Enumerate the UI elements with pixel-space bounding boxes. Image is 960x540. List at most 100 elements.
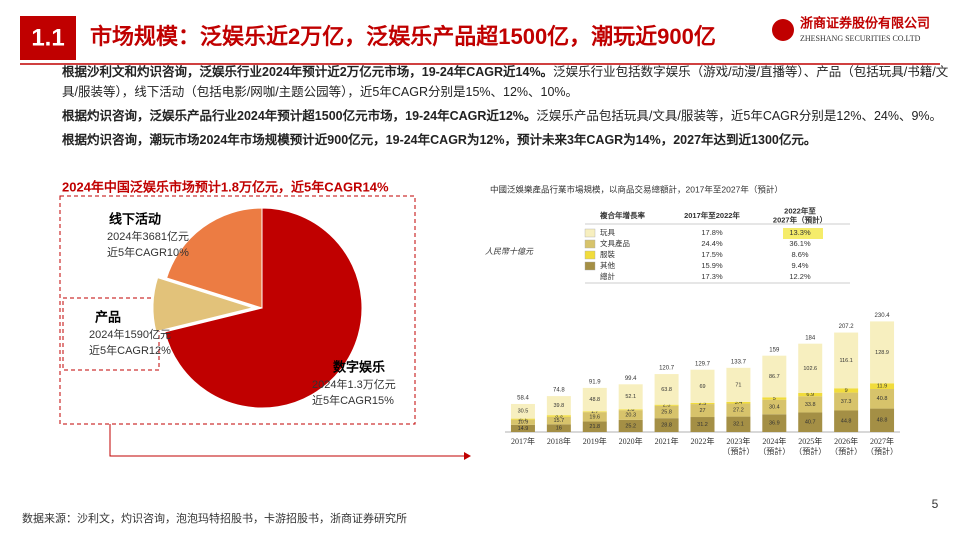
segment-label: 30.5 [518, 409, 529, 415]
segment-label: 25.2 [625, 423, 636, 429]
bar-segment [618, 384, 643, 410]
legend-label: 玩具 [600, 228, 615, 237]
bar-segment [798, 396, 823, 413]
segment-label: 69 [699, 384, 705, 390]
slice-name: 产品 [95, 309, 121, 324]
total-label: 133.7 [731, 359, 747, 365]
segment-label: 1.7 [591, 409, 599, 415]
segment-label: 25.8 [661, 409, 672, 415]
segment-label: 10.9 [518, 420, 529, 426]
segment-label: 27.2 [733, 408, 744, 414]
bar-segment [834, 388, 859, 393]
x-tick-label: 2023年（預計） [722, 436, 754, 456]
bar-segment [726, 401, 751, 404]
bar-segment [582, 411, 607, 413]
segment-label: 63.8 [661, 387, 672, 393]
table-cell: 17.3% [701, 272, 723, 281]
bar-segment [582, 387, 607, 412]
table-cell: 13.3% [789, 228, 811, 237]
bar-segment [582, 421, 607, 432]
bar-segment [762, 399, 787, 415]
legend-label: 服裝 [600, 249, 615, 259]
bar-segment [690, 369, 715, 403]
slice-value: 2024年3681亿元 [107, 229, 189, 243]
section-badge [20, 16, 76, 60]
segment-label: 102.6 [803, 366, 817, 372]
segment-label: 11.9 [877, 384, 887, 390]
legend-swatch [584, 228, 596, 238]
slide-title: 市场规模：泛娱乐近2万亿，泛娱乐产品超1500亿，潮玩近900亿 [90, 24, 716, 49]
bar-segment [798, 392, 823, 397]
total-label: 74.8 [553, 388, 565, 394]
bar-segment [690, 404, 715, 418]
bar-segment [726, 367, 751, 402]
x-tick-label: 2025年（預計） [794, 436, 826, 456]
segment-label: 40.7 [805, 420, 816, 426]
legend-swatch [584, 239, 596, 249]
logo-en: ZHESHANG SECURITIES CO.LTD [800, 34, 921, 43]
segment-label: 16 [556, 426, 562, 432]
slice-name: 数字娱乐 [333, 359, 385, 374]
segment-label: 28.8 [661, 423, 672, 429]
bar-segment [834, 392, 859, 411]
pie-slice [164, 207, 363, 409]
bar-segment [546, 424, 571, 432]
x-tick-label: 2018年 [547, 436, 571, 446]
table-header: 2027年（預計） [773, 214, 827, 224]
segment-label: 3.3 [555, 413, 563, 419]
x-tick-label: 2027年（預計） [866, 436, 898, 456]
pie-title: 2024年中国泛娱乐市场预计1.8万亿元，近5年CAGR14% [62, 179, 389, 194]
logo-cn: 浙商证券股份有限公司 [800, 15, 930, 30]
segment-label: 128.9 [875, 350, 889, 356]
bar-segment [870, 408, 895, 432]
slice-value: 2024年1590亿元 [89, 327, 171, 341]
bar-segment [654, 374, 679, 405]
bar-segment [654, 404, 679, 406]
slice-cagr: 近5年CAGR15% [312, 393, 394, 407]
bar-segment [546, 396, 571, 416]
total-label: 58.4 [517, 396, 529, 402]
segment-label: 19.6 [589, 414, 600, 420]
bar-segment [546, 415, 571, 417]
segment-label: 116.1 [839, 358, 852, 364]
bar-segment [618, 410, 643, 420]
slice-cagr: 近5年CAGR12% [89, 343, 171, 357]
legend-label: 文具產品 [600, 238, 630, 248]
total-label: 207.2 [839, 324, 855, 330]
bullet-bold: 根据灼识咨询，泛娱乐产品行业2024年预计超1500亿元市场，19-24年CAG… [62, 109, 537, 123]
table-header: 2022年至 [784, 205, 816, 215]
bar-segment [510, 403, 535, 419]
bullet: 根据灼识咨询，泛娱乐产品行业2024年预计超1500亿元市场，19-24年CAG… [62, 106, 957, 126]
segment-label: 6.9 [806, 392, 814, 398]
segment-label: 52.1 [625, 394, 636, 400]
x-tick-label: 2017年 [511, 436, 535, 446]
segment-label: 32.1 [733, 422, 744, 428]
table-header: 複合年增長率 [599, 210, 645, 220]
segment-label: 48.8 [589, 397, 600, 403]
section-number: 1.1 [31, 24, 64, 51]
bar-segment [798, 343, 823, 393]
segment-label: 3.4 [735, 400, 743, 406]
total-label: 184 [805, 335, 816, 341]
table-header: 2017年至2022年 [684, 210, 740, 220]
source: 数据来源：沙利文，灼识咨询，泡泡玛特招股书，卡游招股书，浙商证券研究所 [22, 511, 407, 525]
bullet-text: 泛娱乐行业包括数字娱乐（游戏/动漫/直播等）、产品（包括玩具/书籍/文具/服装等… [62, 65, 949, 99]
table-total-label: 總計 [600, 271, 615, 281]
bar-segment [546, 416, 571, 425]
bar-segment [726, 403, 751, 417]
pie-frame [59, 195, 416, 425]
bar-segment [510, 424, 535, 432]
x-tick-label: 2022年 [691, 436, 715, 446]
bar-segment [510, 418, 535, 420]
bar-segment [726, 416, 751, 432]
segment-label: 5 [773, 396, 776, 402]
segment-label: 86.7 [769, 374, 780, 380]
total-label: 159 [769, 347, 780, 353]
total-label: 129.7 [695, 361, 711, 367]
x-tick-label: 2019年 [583, 436, 607, 446]
table-cell: 12.2% [789, 272, 811, 281]
bar-segment [762, 355, 787, 398]
bar-segment [690, 402, 715, 405]
